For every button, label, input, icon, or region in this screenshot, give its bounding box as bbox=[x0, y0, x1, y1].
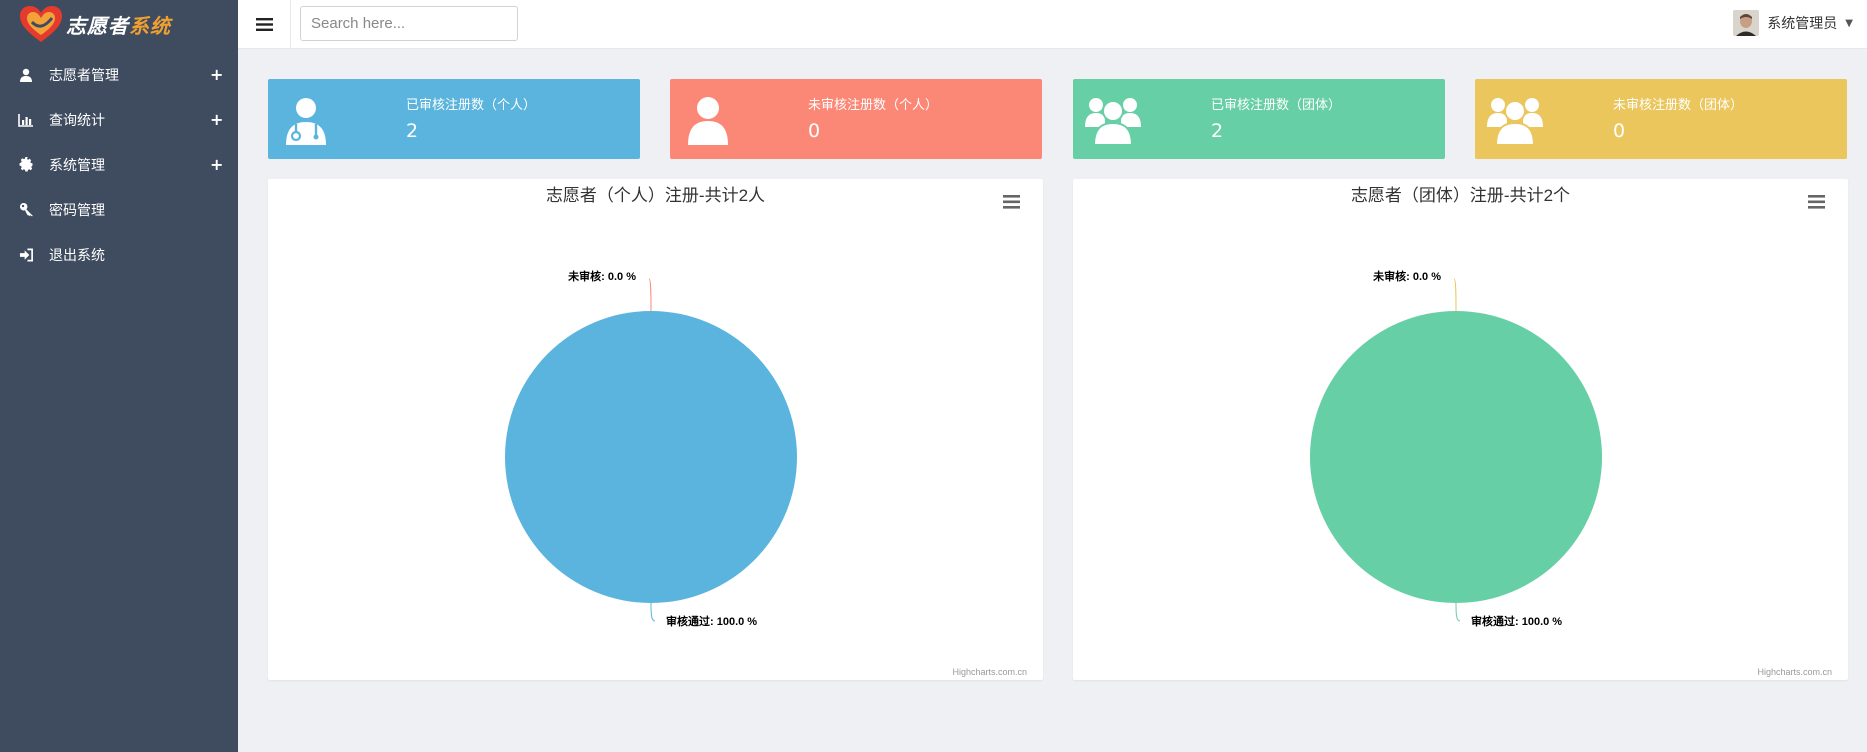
bar-chart-icon bbox=[18, 112, 34, 128]
data-label-connector bbox=[650, 602, 656, 622]
stat-value: 0 bbox=[1613, 120, 1626, 142]
data-label-connector bbox=[1455, 602, 1461, 622]
sidebar-item-label: 系统管理 bbox=[49, 157, 105, 174]
chart-panel-group: 志愿者（团体）注册-共计2个未审核: 0.0 % 审核通过: 100.0 % Hig… bbox=[1073, 179, 1848, 680]
user-name: 系统管理员 bbox=[1767, 16, 1838, 32]
app-name: 志愿者系统 bbox=[66, 13, 171, 38]
hamburger-icon bbox=[1808, 195, 1825, 209]
chart-panel-individual: 志愿者（个人）注册-共计2人未审核: 0.0 % 审核通过: 100.0 % Hig… bbox=[268, 179, 1043, 680]
sidebar-item-label: 密码管理 bbox=[49, 202, 105, 219]
sidebar: 志愿者系统 志愿者管理 + 查询统计 + 系统管理 + bbox=[0, 0, 238, 752]
sidebar-item-logout[interactable]: 退出系统 bbox=[0, 232, 238, 277]
stat-card-pending-group[interactable]: 未审核注册数（团体） 0 bbox=[1475, 79, 1847, 159]
sidebar-item-system-management[interactable]: 系统管理 + bbox=[0, 142, 238, 187]
expand-icon[interactable]: + bbox=[210, 65, 224, 84]
sidebar-item-label: 查询统计 bbox=[49, 112, 105, 129]
sidebar-item-query-statistics[interactable]: 查询统计 + bbox=[0, 97, 238, 142]
logo[interactable]: 志愿者系统 bbox=[0, 0, 238, 48]
group-icon bbox=[1487, 93, 1543, 146]
data-label: 审核通过: 100.0 % bbox=[666, 614, 757, 628]
search-input[interactable] bbox=[300, 6, 518, 41]
sidebar-nav: 志愿者管理 + 查询统计 + 系统管理 + 密码管理 bbox=[0, 52, 238, 277]
stat-card-approved-individual[interactable]: 已审核注册数（个人） 2 bbox=[268, 79, 640, 159]
data-label: 未审核: 0.0 % bbox=[1372, 269, 1441, 283]
top-bar: 系统管理员 ▼ bbox=[238, 0, 1867, 49]
sidebar-item-label: 退出系统 bbox=[49, 247, 105, 264]
pie-slice-approved bbox=[1310, 311, 1602, 603]
chart-title: 志愿者（团体）注册-共计2个 bbox=[1351, 186, 1570, 205]
pie-slice-approved bbox=[505, 311, 797, 603]
data-label-connector bbox=[648, 278, 652, 312]
user-doctor-icon bbox=[280, 93, 332, 145]
user-menu[interactable]: 系统管理员 ▼ bbox=[1733, 10, 1853, 36]
stat-title: 已审核注册数（团体） bbox=[1211, 98, 1342, 113]
data-label: 审核通过: 100.0 % bbox=[1471, 614, 1562, 628]
stat-title: 未审核注册数（团体） bbox=[1613, 98, 1744, 113]
sidebar-item-label: 志愿者管理 bbox=[49, 67, 119, 84]
stat-card-pending-individual[interactable]: 未审核注册数（个人） 0 bbox=[670, 79, 1042, 159]
stat-value: 0 bbox=[808, 120, 821, 142]
avatar bbox=[1733, 10, 1760, 36]
user-icon bbox=[682, 93, 734, 145]
stat-card-approved-group[interactable]: 已审核注册数（团体） 2 bbox=[1073, 79, 1445, 159]
group-icon bbox=[1085, 93, 1141, 146]
data-label: 未审核: 0.0 % bbox=[567, 269, 636, 283]
chart-menu-button[interactable] bbox=[1808, 193, 1828, 211]
chart-credits: Highcharts.com.cn bbox=[952, 667, 1027, 677]
chevron-down-icon: ▼ bbox=[1845, 17, 1853, 29]
hamburger-icon bbox=[1003, 195, 1020, 209]
chart-credits: Highcharts.com.cn bbox=[1757, 667, 1832, 677]
stat-value: 2 bbox=[1211, 120, 1224, 142]
expand-icon[interactable]: + bbox=[210, 110, 224, 129]
gear-icon bbox=[18, 157, 34, 173]
data-label-connector bbox=[1453, 278, 1457, 312]
user-icon bbox=[18, 67, 34, 83]
stat-value: 2 bbox=[406, 120, 419, 142]
chart-menu-button[interactable] bbox=[1003, 193, 1023, 211]
heart-logo-icon bbox=[20, 6, 62, 42]
stat-title: 已审核注册数（个人） bbox=[406, 98, 537, 113]
key-icon bbox=[18, 202, 34, 218]
sidebar-item-password-management[interactable]: 密码管理 bbox=[0, 187, 238, 232]
hamburger-icon bbox=[255, 18, 273, 31]
stat-title: 未审核注册数（个人） bbox=[808, 98, 939, 113]
expand-icon[interactable]: + bbox=[210, 155, 224, 174]
sidebar-item-volunteer-management[interactable]: 志愿者管理 + bbox=[0, 52, 238, 97]
menu-toggle-button[interactable] bbox=[238, 0, 291, 49]
sign-out-icon bbox=[18, 247, 34, 263]
chart-title: 志愿者（个人）注册-共计2人 bbox=[546, 186, 765, 205]
